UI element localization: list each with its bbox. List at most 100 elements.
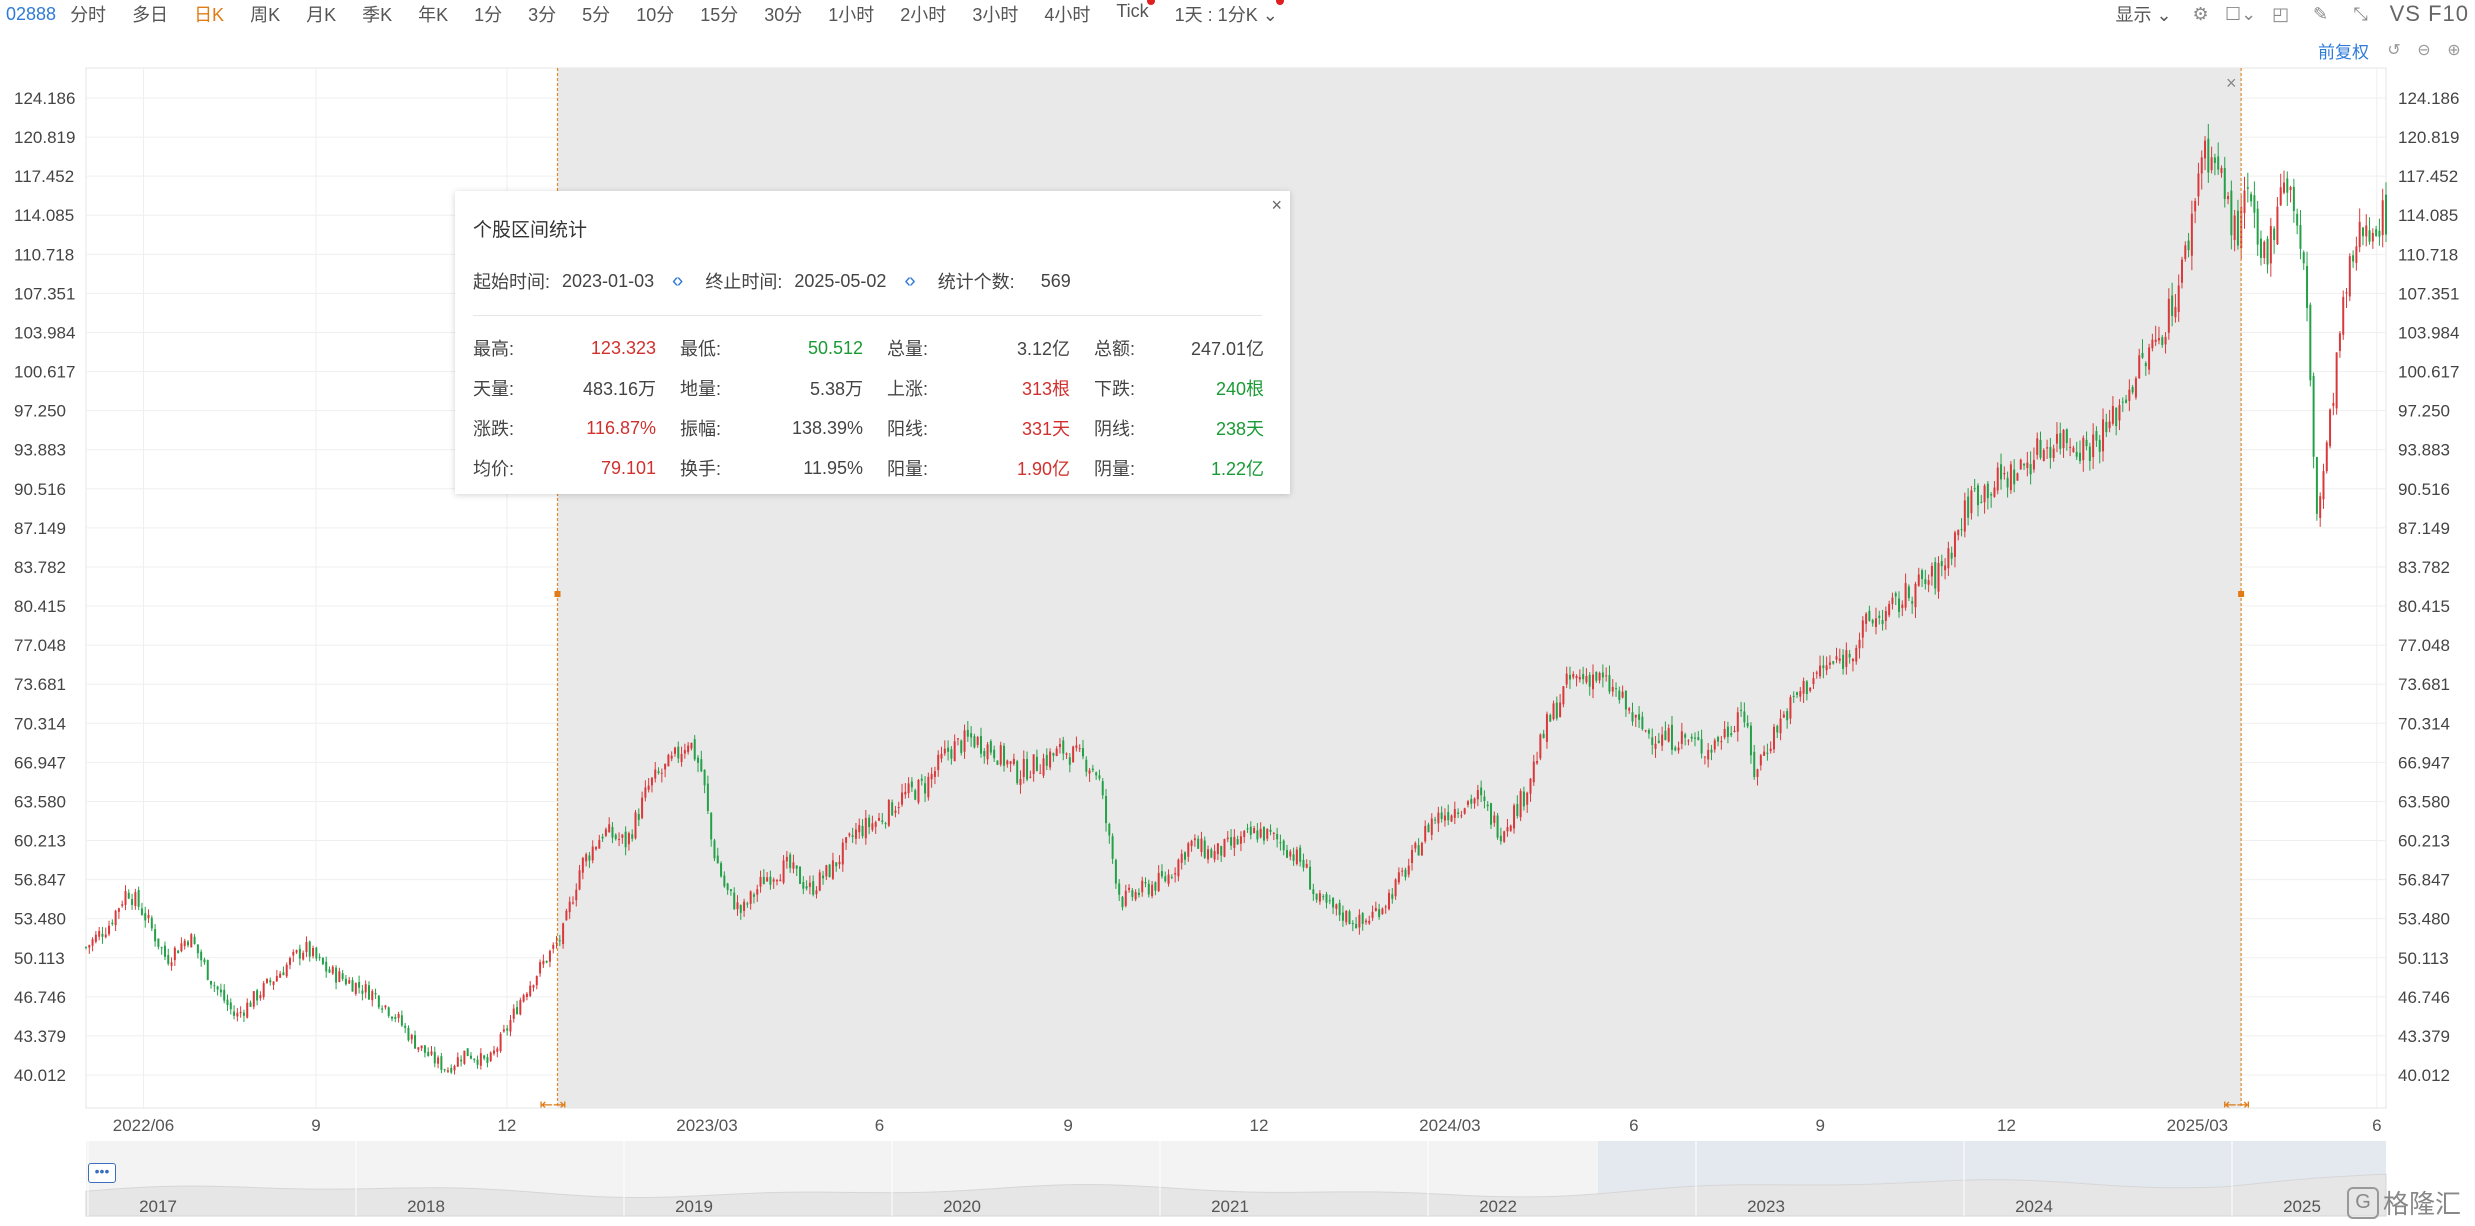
period-tab[interactable]: 4小时: [1044, 5, 1091, 25]
navigator-more-button[interactable]: •••: [88, 1163, 116, 1183]
period-tabs: 分时 多日 日K 周K 月K 季K 年K 1分 3分 5分 10分 15分 30分 1小时 2小时 3小时 4小…: [70, 0, 1304, 27]
candle-body: [1924, 579, 1927, 585]
candle-body: [1792, 695, 1795, 697]
candle-body: [1509, 825, 1512, 831]
candle-body: [1845, 650, 1848, 667]
display-menu[interactable]: 显示 ⌄: [2115, 5, 2172, 25]
period-tab[interactable]: 1小时: [828, 5, 875, 25]
candle-body: [1838, 658, 1841, 661]
candle-body: [723, 875, 726, 887]
period-tab[interactable]: 2小时: [900, 5, 947, 25]
candle-body: [1628, 708, 1631, 711]
stat-value: 11.95%: [803, 457, 863, 478]
candle-body: [397, 1014, 400, 1018]
candle-body: [1878, 615, 1881, 619]
candle-body: [295, 950, 298, 953]
candle-body: [2082, 437, 2085, 461]
collapse-icon[interactable]: ⤡: [2353, 3, 2368, 24]
stock-code[interactable]: 02888: [6, 3, 57, 24]
candle-body: [904, 791, 907, 795]
period-tab[interactable]: 30分: [764, 5, 803, 25]
candle-body: [1226, 837, 1229, 840]
vs-f10-label[interactable]: VS F10: [2390, 1, 2469, 27]
candle-body: [2154, 339, 2157, 342]
undo-icon[interactable]: ↺: [2387, 42, 2401, 59]
period-tab[interactable]: Tick: [1116, 0, 1156, 27]
end-adjust-icon[interactable]: ‹›: [904, 269, 915, 292]
period-tab[interactable]: 3小时: [972, 5, 1019, 25]
candle-body: [1338, 902, 1341, 916]
period-tab[interactable]: 周K: [250, 5, 281, 25]
y-tick-label: 60.213: [14, 832, 66, 851]
candle-body: [94, 934, 97, 942]
close-icon[interactable]: ×: [1271, 195, 1282, 215]
square-icon[interactable]: ☐⌄: [2224, 3, 2257, 24]
candle-body: [2013, 469, 2016, 485]
period-tab[interactable]: 日K: [194, 5, 225, 25]
pencil-icon[interactable]: ✎: [2313, 3, 2329, 24]
start-time-field[interactable]: 2023-01-03: [562, 270, 655, 291]
candle-body: [1361, 913, 1364, 924]
navigator-year-label: 2025: [2283, 1197, 2321, 1216]
period-tab[interactable]: 季K: [362, 5, 393, 25]
candle-body: [433, 1051, 436, 1064]
candle-body: [868, 817, 871, 828]
zoom-out-icon[interactable]: ⊖: [2417, 42, 2431, 59]
candle-body: [835, 862, 838, 867]
candle-body: [2003, 472, 2006, 475]
candle-body: [598, 839, 601, 849]
candle-body: [887, 800, 890, 826]
start-adjust-icon[interactable]: ‹›: [672, 269, 683, 292]
candle-body: [1157, 872, 1160, 891]
y-tick-label: 53.480: [2398, 910, 2450, 929]
period-tab[interactable]: 年K: [418, 5, 449, 25]
end-time-field[interactable]: 2025-05-02: [794, 270, 887, 291]
gear-icon[interactable]: ⚙: [2192, 3, 2209, 24]
period-tab[interactable]: 1天 : 1分K ⌄: [1175, 0, 1284, 27]
period-tab[interactable]: 月K: [306, 5, 337, 25]
f10-label: F10: [2428, 1, 2469, 26]
period-tab[interactable]: 15分: [700, 5, 739, 25]
candle-body: [1042, 758, 1045, 776]
candle-body: [1911, 601, 1914, 604]
candle-body: [344, 978, 347, 985]
period-tab[interactable]: 3分: [528, 5, 557, 25]
candle-body: [1190, 840, 1193, 847]
period-tab[interactable]: 分时: [70, 5, 107, 25]
y-tick-label: 56.847: [2398, 871, 2450, 890]
candle-body: [2223, 168, 2226, 200]
period-tab[interactable]: 5分: [582, 5, 611, 25]
candle-body: [1874, 618, 1877, 627]
candle-body: [2289, 187, 2292, 191]
candle-body: [1641, 716, 1644, 730]
candle-body: [502, 1029, 505, 1032]
candles: [85, 123, 2387, 1075]
period-tab[interactable]: 多日: [132, 5, 169, 25]
period-tab[interactable]: 10分: [636, 5, 675, 25]
zoom-in-icon[interactable]: ⊕: [2447, 42, 2461, 59]
period-tab[interactable]: 1分: [474, 5, 503, 25]
candle-body: [466, 1048, 469, 1057]
candle-body: [1279, 842, 1282, 844]
candle-body: [1394, 879, 1397, 897]
camera-icon[interactable]: ◰: [2272, 3, 2290, 24]
candle-body: [2029, 464, 2032, 475]
selection-close-icon[interactable]: ×: [2226, 73, 2237, 93]
adjust-button[interactable]: 前复权: [2318, 42, 2369, 62]
candle-body: [262, 983, 265, 997]
candle-body: [1529, 778, 1532, 794]
candle-body: [960, 740, 963, 753]
candle-body: [2171, 295, 2174, 317]
candle-body: [641, 797, 644, 819]
candle-body: [285, 964, 288, 977]
candle-body: [1417, 845, 1420, 856]
candle-body: [2286, 178, 2289, 193]
candle-body: [216, 986, 219, 990]
candle-body: [1680, 731, 1683, 744]
candle-body: [1861, 620, 1864, 638]
candle-body: [177, 950, 180, 954]
candle-body: [427, 1051, 430, 1057]
candle-body: [506, 1028, 509, 1031]
candle-body: [509, 1020, 512, 1032]
